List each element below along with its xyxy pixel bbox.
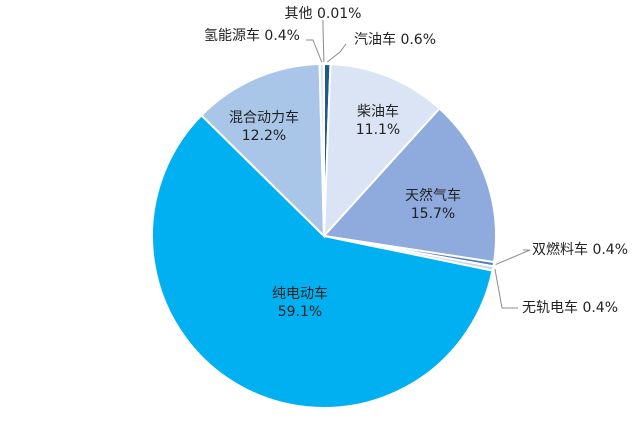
leader-line: [322, 20, 325, 63]
pie-slice: [322, 107, 497, 264]
leader-line: [495, 249, 531, 266]
leader-line: [494, 268, 518, 309]
pie-slice: [151, 113, 494, 409]
slice-label: 天然气车 15.7%: [405, 187, 461, 222]
pie-slice: [322, 63, 441, 239]
slice-label: 混合动力车 12.2%: [229, 109, 299, 144]
slice-label: 无轨电车 0.4%: [522, 299, 618, 316]
leader-line: [326, 43, 347, 63]
slice-label: 双燃料车 0.4%: [532, 241, 628, 258]
slice-label: 其他 0.01%: [285, 6, 362, 22]
slice-label: 柴油车 11.1%: [356, 103, 400, 138]
slice-label: 汽油车 0.6%: [354, 31, 436, 48]
pie-slice: [200, 63, 326, 239]
slice-label: 氢能源车 0.4%: [204, 27, 300, 44]
slice-label: 纯电动车 59.1%: [272, 285, 328, 320]
leader-line: [306, 39, 323, 63]
